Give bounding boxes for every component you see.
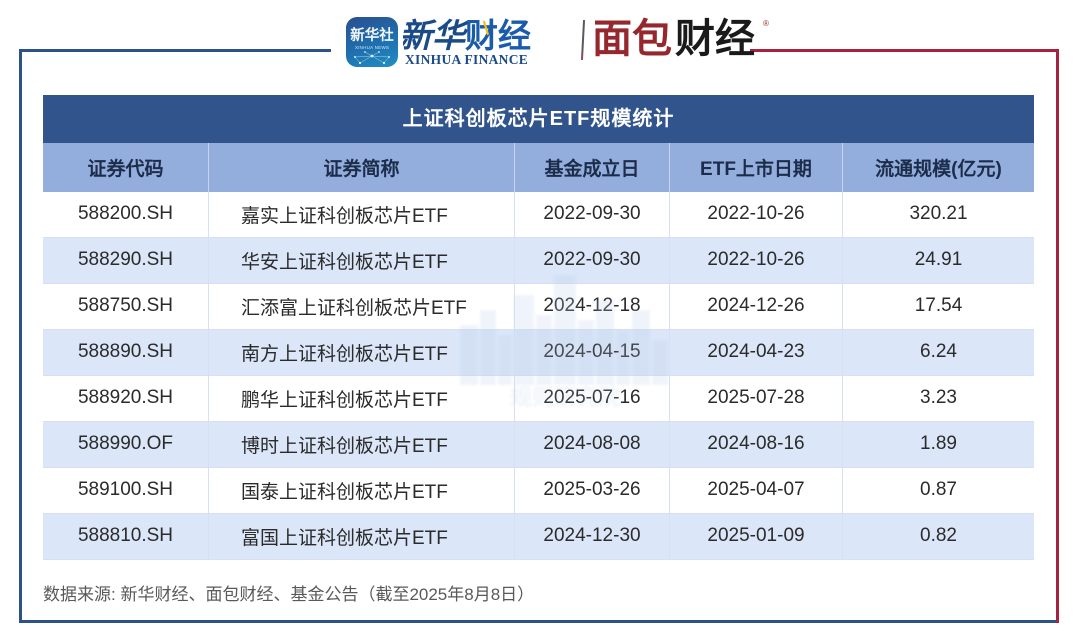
svg-text:XINHUA FINANCE: XINHUA FINANCE bbox=[405, 52, 528, 67]
svg-text:®: ® bbox=[763, 19, 769, 28]
svg-text:财经: 财经 bbox=[675, 17, 755, 61]
svg-text:财经: 财经 bbox=[465, 17, 531, 54]
svg-text:新华: 新华 bbox=[403, 17, 469, 54]
svg-text:面包: 面包 bbox=[595, 17, 672, 61]
svg-text:新华社: 新华社 bbox=[350, 26, 394, 44]
svg-text:XINHUA NEWS: XINHUA NEWS bbox=[355, 45, 389, 50]
